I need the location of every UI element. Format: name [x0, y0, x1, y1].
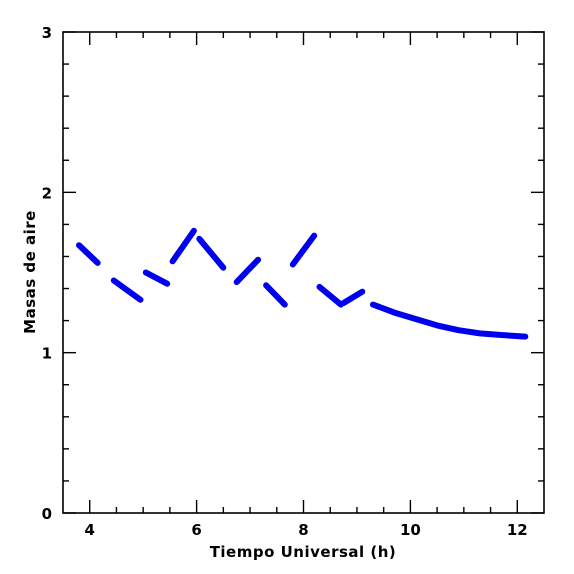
axis-ticks — [63, 31, 544, 514]
plot-frame — [62, 31, 545, 514]
airmass-segment — [196, 235, 227, 271]
airmass-segment — [340, 288, 366, 306]
y-tick-label: 2 — [42, 184, 52, 202]
x-tick-label: 6 — [191, 521, 201, 539]
airmass-segment — [289, 232, 318, 268]
y-tick-label: 0 — [42, 505, 52, 523]
airmass-segment — [76, 242, 101, 266]
x-tick-label: 10 — [400, 521, 421, 539]
airmass-segment — [263, 282, 288, 308]
airmass-segment — [316, 283, 344, 308]
x-axis-label: Tiempo Universal (h) — [210, 543, 397, 561]
airmass-segment — [110, 277, 144, 303]
y-axis-label: Masas de aire — [21, 210, 39, 334]
x-tick-label: 4 — [85, 521, 95, 539]
airmass-segment — [142, 269, 171, 287]
airmass-segment — [370, 301, 529, 340]
y-tick-label: 3 — [42, 24, 52, 42]
airmass-segment — [169, 227, 197, 265]
x-tick-label: 12 — [507, 521, 528, 539]
x-tick-label: 8 — [298, 521, 308, 539]
airmass-series — [76, 227, 529, 340]
airmass-segment — [233, 256, 262, 286]
y-tick-label: 1 — [42, 345, 52, 363]
